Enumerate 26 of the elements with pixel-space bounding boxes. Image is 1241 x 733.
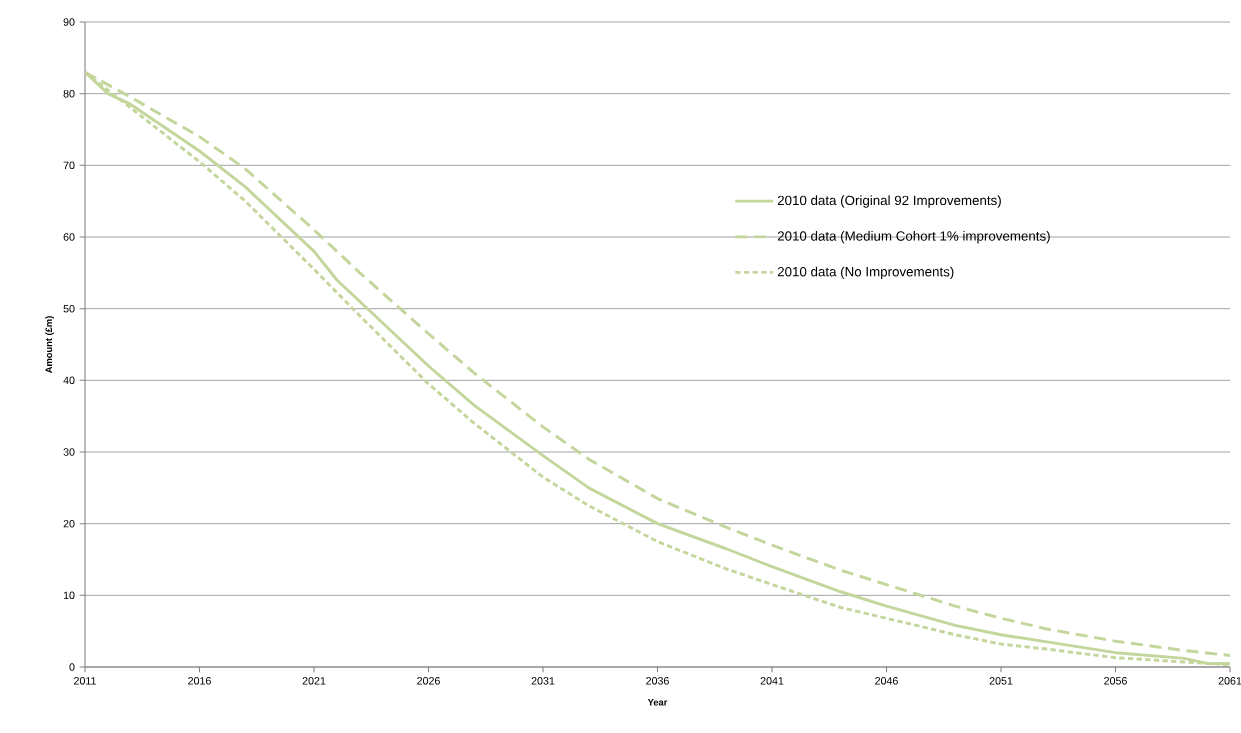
y-tick-label: 50 (63, 304, 75, 313)
y-tick-label: 70 (63, 161, 75, 170)
y-tick-label: 60 (63, 233, 75, 241)
x-tick-label: 2031 (531, 677, 555, 685)
legend-label: 2010 data (Medium Cohort 1% improvements) (777, 230, 1050, 244)
y-tick-label: 40 (63, 376, 75, 385)
y-tick-label: 20 (63, 519, 75, 528)
y-axis-title: Amount (£m) (45, 316, 54, 374)
x-tick-label: 2051 (989, 677, 1013, 685)
y-tick-label: 80 (63, 89, 75, 98)
y-tick-label: 0 (69, 663, 75, 671)
x-tick-label: 2041 (760, 677, 784, 685)
legend-label: 2010 data (Original 92 Improvements) (777, 195, 1001, 208)
x-tick-label: 2061 (1218, 677, 1241, 685)
x-axis-title: Year (647, 699, 668, 706)
y-tick-label: 10 (63, 591, 75, 600)
x-tick-label: 2046 (875, 677, 898, 685)
y-tick-label: 90 (63, 18, 75, 26)
y-tick-label: 30 (63, 448, 75, 456)
x-tick-label: 2011 (74, 677, 96, 685)
legend-label: 2010 data (No Improvements) (777, 266, 954, 280)
x-tick-label: 2016 (188, 677, 211, 685)
x-tick-label: 2021 (302, 677, 326, 685)
x-tick-label: 2056 (1104, 677, 1127, 685)
x-tick-label: 2036 (646, 677, 669, 685)
x-tick-label: 2026 (417, 677, 440, 685)
